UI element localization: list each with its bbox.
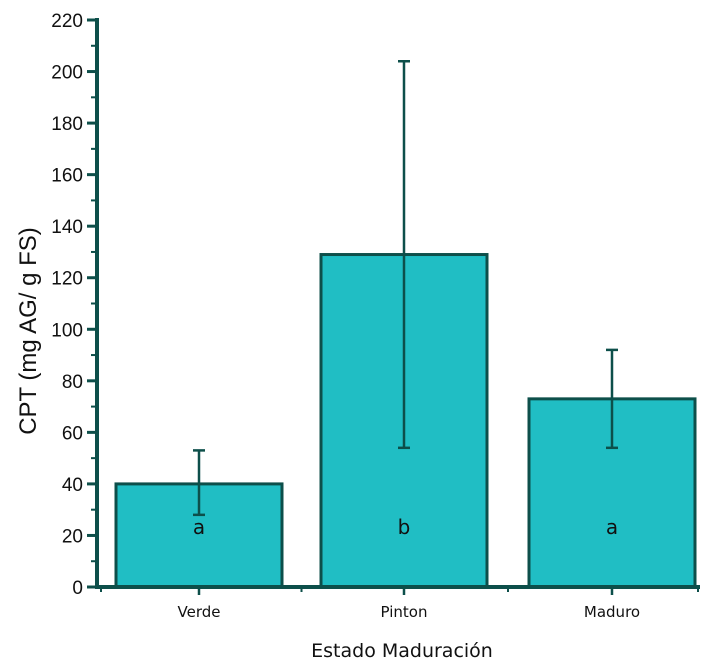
error-bars-layer bbox=[193, 59, 618, 517]
y-tick-label: 120 bbox=[51, 269, 83, 290]
significance-label: a bbox=[193, 515, 205, 539]
error-bar-verde bbox=[193, 449, 205, 517]
y-tick-label: 180 bbox=[51, 114, 83, 135]
error-bar-pinton bbox=[398, 59, 410, 450]
y-tick-label: 60 bbox=[62, 423, 83, 444]
x-tick-label: Pinton bbox=[381, 603, 428, 621]
y-ticks-layer: 0 20 40 60 80 100 120 140 160 180 200 220 bbox=[51, 11, 699, 599]
y-tick-label: 80 bbox=[62, 372, 83, 393]
y-tick-label: 100 bbox=[51, 320, 83, 341]
y-tick-label: 200 bbox=[51, 63, 83, 84]
significance-label: a bbox=[606, 515, 618, 539]
x-tick-label: Verde bbox=[178, 603, 221, 621]
y-tick-label: 160 bbox=[51, 166, 83, 187]
y-tick-label: 0 bbox=[72, 578, 83, 599]
y-tick-label: 40 bbox=[62, 475, 83, 496]
significance-label: b bbox=[398, 515, 411, 539]
y-tick-label: 220 bbox=[51, 11, 83, 32]
x-tick-label: Maduro bbox=[584, 603, 640, 621]
y-tick-label: 20 bbox=[62, 526, 83, 547]
x-axis-title: Estado Maduración bbox=[311, 640, 493, 662]
y-tick-label: 140 bbox=[51, 217, 83, 238]
error-bar-maduro bbox=[606, 348, 618, 450]
labels-layer: Verde a Pinton b Maduro a bbox=[178, 515, 641, 621]
y-axis-title: CPT (mg AG/ g FS) bbox=[15, 227, 42, 435]
